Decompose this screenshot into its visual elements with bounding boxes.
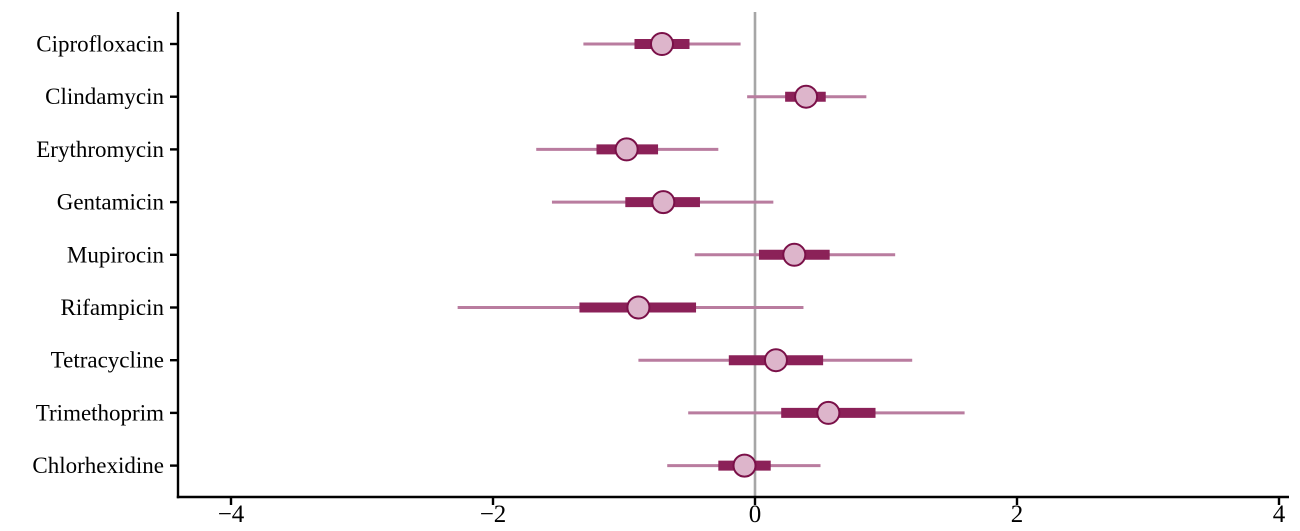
category-label: Trimethoprim xyxy=(36,400,164,425)
axes xyxy=(170,12,1289,505)
labels: Ciprofloxacin Clindamycin Erythromycin Gent… xyxy=(32,32,1285,529)
category-label: Mupirocin xyxy=(67,242,165,267)
category-label: Rifampicin xyxy=(61,295,165,320)
point-estimate xyxy=(816,400,841,425)
point-estimate xyxy=(651,190,676,215)
x-tick-label: −4 xyxy=(218,501,245,528)
category-label: Clindamycin xyxy=(45,84,164,109)
category-label: Erythromycin xyxy=(36,137,164,162)
x-tick-label: 2 xyxy=(1011,501,1024,528)
category-label: Tetracycline xyxy=(51,348,164,373)
x-tick-label: 0 xyxy=(749,501,762,528)
point-estimate xyxy=(782,242,807,267)
outer-interval-layer xyxy=(457,42,965,468)
point-estimate xyxy=(794,84,819,109)
point-estimate xyxy=(626,295,651,320)
point-estimate-layer xyxy=(614,32,841,478)
category-label: Gentamicin xyxy=(57,190,165,215)
category-label: Ciprofloxacin xyxy=(36,32,164,57)
point-estimate xyxy=(614,137,639,162)
x-tick-label: 4 xyxy=(1273,501,1286,528)
point-estimate xyxy=(649,32,674,56)
x-tick-label: −2 xyxy=(480,501,507,528)
point-estimate xyxy=(763,348,788,373)
point-estimate xyxy=(732,453,757,478)
category-label: Chlorhexidine xyxy=(32,453,164,478)
